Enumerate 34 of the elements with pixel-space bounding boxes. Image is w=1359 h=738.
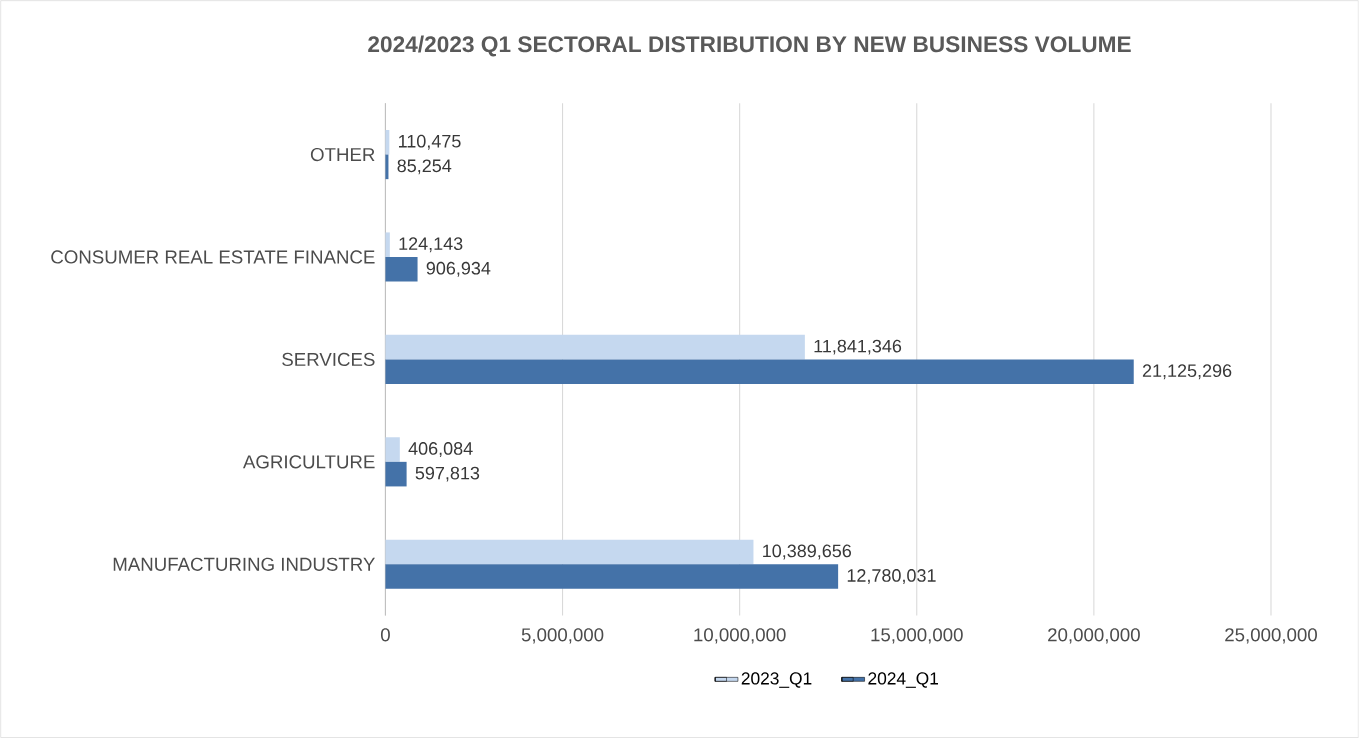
bar: [385, 154, 389, 180]
data-label: 10,389,656: [763, 544, 852, 560]
x-tick-label: 0: [380, 628, 390, 642]
data-label: 124,143: [399, 237, 463, 253]
data-label: 85,254: [397, 159, 452, 175]
data-label: 906,934: [426, 261, 491, 277]
bar: [385, 232, 390, 257]
x-tick-label: 25,000,000: [1225, 628, 1317, 644]
bar: [385, 334, 805, 360]
x-tick-label: 5,000,000: [521, 628, 604, 644]
data-label: 406,084: [408, 442, 473, 457]
x-tick-label: 10,000,000: [694, 628, 786, 644]
y-tick-label: OTHER: [310, 147, 375, 162]
y-tick-label: SERVICES: [282, 352, 375, 366]
bar: [385, 564, 839, 589]
data-label: 12,780,031: [847, 569, 936, 584]
legend-label: 2023_Q1: [741, 672, 812, 688]
y-tick-label: CONSUMER REAL ESTATE FINANCE: [51, 250, 375, 264]
data-label: 597,813: [415, 466, 480, 482]
bar: [385, 461, 407, 487]
bar: [385, 256, 418, 282]
bar: [385, 359, 1134, 384]
bar: [385, 129, 390, 155]
x-tick-label: 20,000,000: [1048, 628, 1140, 644]
legend-label: 2024_Q1: [868, 672, 939, 688]
bar: [385, 539, 754, 565]
data-label: 11,841,346: [814, 339, 902, 355]
y-tick-label: AGRICULTURE: [242, 455, 375, 469]
bar: [385, 437, 400, 462]
data-label: 21,125,296: [1142, 364, 1232, 380]
chart-title: 2024/2023 Q1 SECTORAL DISTRIBUTION BY NEW BUSINESS VOLUME: [368, 35, 1131, 57]
x-tick-label: 15,000,000: [871, 628, 963, 644]
y-tick-label: MANUFACTURING INDUSTRY: [113, 557, 375, 571]
data-label: 110,475: [399, 134, 461, 150]
